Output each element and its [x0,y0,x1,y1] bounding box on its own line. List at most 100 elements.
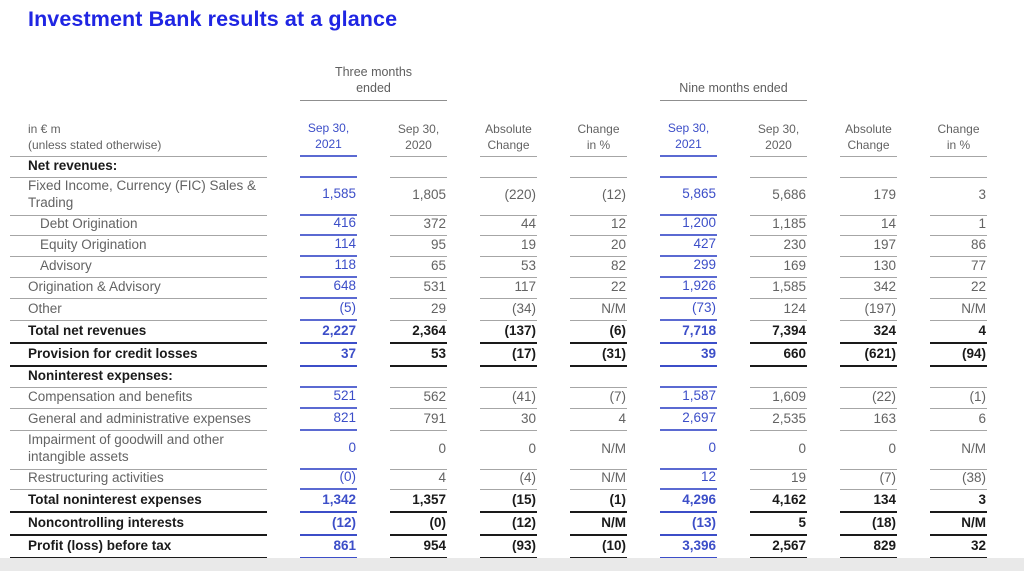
value-cell: (197) [840,299,897,322]
value-cell: 95 [390,235,447,258]
row-label: Restructuring activities [10,468,267,491]
column-header-4: Change in % [570,101,627,157]
column-header-8: Change in % [930,101,987,157]
value-cell: 86 [930,235,987,258]
value-cell: N/M [570,513,627,536]
value-cell: 4,296 [660,490,717,513]
value-cell: 3 [930,177,987,216]
table-row: Profit (loss) before tax 861 954 (93) (10) 3,… [10,536,987,559]
value-cell: 660 [750,344,807,367]
row-label: Total net revenues [10,321,267,344]
value-cell: 12 [660,468,717,491]
value-cell: 1,805 [390,177,447,216]
value-cell: 4 [390,468,447,491]
three-months-line1: Three months [334,64,413,79]
value-cell [930,157,987,179]
value-cell: 2,567 [750,536,807,559]
value-cell: 416 [300,214,357,237]
value-cell: N/M [570,468,627,491]
value-cell [750,157,807,179]
value-cell: N/M [570,431,627,470]
column-header-2: Sep 30, 2020 [390,101,447,157]
value-cell: 5,686 [750,177,807,216]
value-cell: 53 [480,256,537,279]
value-cell [390,367,447,389]
row-label: Provision for credit losses [10,344,267,367]
value-cell: (93) [480,536,537,559]
value-cell: 0 [300,431,357,470]
value-cell: 20 [570,235,627,258]
table-row: Total noninterest expenses 1,342 1,357 (15)… [10,490,987,513]
table-row: Debt Origination 416 372 44 12 1,200 1,185 14 1 [10,214,987,237]
column-header-3: Absolute Change [480,101,537,157]
row-label: Debt Origination [10,214,267,237]
period-group-row: Three months ended Nine months ended [10,57,987,101]
table-row: Provision for credit losses 37 53 (17) (31) 3… [10,344,987,367]
value-cell: 4 [570,409,627,432]
value-cell [930,367,987,389]
value-cell: (4) [480,468,537,491]
value-cell [840,367,897,389]
value-cell: 44 [480,214,537,237]
value-cell: (34) [480,299,537,322]
unit-label-line2: (unless stated otherwise) [28,137,162,152]
row-label: Profit (loss) before tax [10,536,267,559]
value-cell [750,367,807,389]
table-row: General and administrative expenses 821 79… [10,409,987,432]
value-cell: N/M [930,513,987,536]
value-cell: 22 [930,277,987,300]
value-cell: 1,200 [660,214,717,237]
row-label: General and administrative expenses [10,409,267,432]
value-cell: (15) [480,490,537,513]
row-label: Other [10,299,267,322]
value-cell: 1,587 [660,387,717,410]
value-cell: 5 [750,513,807,536]
unit-label: in € m (unless stated otherwise) [10,101,267,157]
value-cell: 4,162 [750,490,807,513]
row-label: Origination & Advisory [10,277,267,300]
value-cell: (7) [570,387,627,410]
value-cell: 32 [930,536,987,559]
value-cell: 0 [660,431,717,470]
nine-months-ended-header: Nine months ended [660,57,807,101]
value-cell: 324 [840,321,897,344]
value-cell: 342 [840,277,897,300]
value-cell [390,157,447,179]
table-row: Total net revenues 2,227 2,364 (137) (6) 7,71… [10,321,987,344]
value-cell: 2,535 [750,409,807,432]
value-cell: (12) [570,177,627,216]
value-cell: 163 [840,409,897,432]
value-cell: (18) [840,513,897,536]
value-cell: 169 [750,256,807,279]
results-table: Three months ended Nine months ended in … [10,57,987,559]
value-cell: 114 [300,235,357,258]
value-cell: 7,394 [750,321,807,344]
value-cell [480,157,537,179]
table-row: Equity Origination 114 95 19 20 427 230 197 86 [10,235,987,258]
table-row: Net revenues: [10,157,987,179]
value-cell: 791 [390,409,447,432]
value-cell: 4 [930,321,987,344]
column-header-7: Absolute Change [840,101,897,157]
value-cell: (1) [930,387,987,410]
value-cell [300,157,357,179]
row-label: Compensation and benefits [10,387,267,410]
table-row: Fixed Income, Currency (FIC) Sales & Tra… [10,177,987,216]
value-cell: 22 [570,277,627,300]
value-cell: 3 [930,490,987,513]
nine-months-line1: Nine months ended [679,80,788,95]
column-header-row: in € m (unless stated otherwise) Sep 30,… [10,101,987,157]
row-label: Net revenues: [10,157,267,179]
value-cell: 1,585 [750,277,807,300]
value-cell: (12) [480,513,537,536]
three-months-line2: ended [356,80,391,95]
value-cell [660,157,717,179]
value-cell: (22) [840,387,897,410]
value-cell: N/M [930,299,987,322]
value-cell: 2,227 [300,321,357,344]
value-cell [660,367,717,389]
value-cell: 19 [750,468,807,491]
value-cell: 19 [480,235,537,258]
value-cell: (0) [390,513,447,536]
page-bottom-edge [0,558,1024,571]
